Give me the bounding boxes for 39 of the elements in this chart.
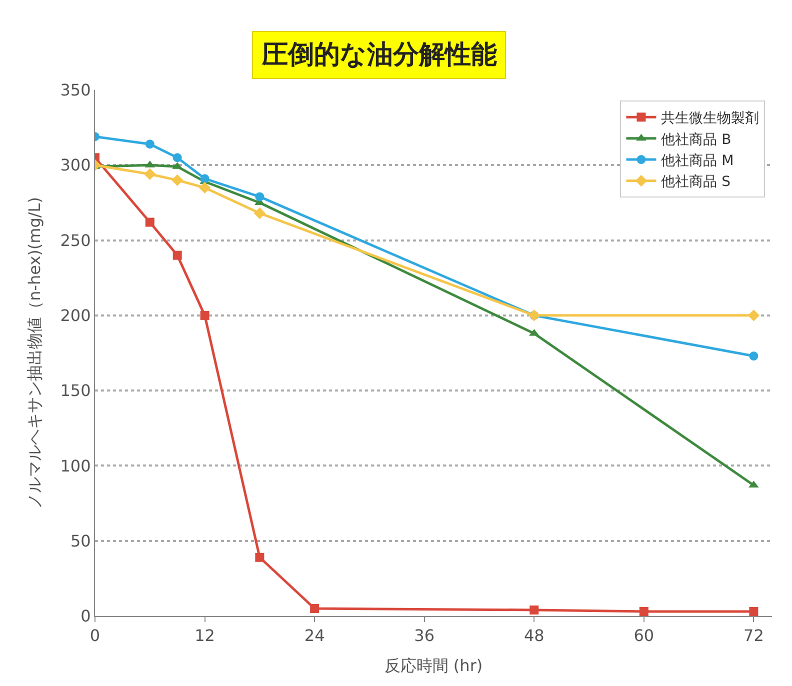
legend-label: 他社商品 S — [661, 174, 731, 190]
x-tick-label: 60 — [634, 626, 654, 646]
y-tick-label: 50 — [70, 531, 91, 550]
legend-label: 他社商品 B — [661, 132, 732, 148]
point — [639, 606, 648, 616]
point — [749, 606, 758, 616]
point — [198, 182, 211, 194]
legend-label: 他社商品 M — [661, 152, 734, 169]
y-tick-label: 150 — [60, 381, 91, 400]
point — [748, 310, 760, 322]
y-tick-label: 250 — [60, 230, 91, 250]
x-tick-label: 48 — [524, 626, 544, 646]
text: 圧倒的な油分解性能 — [261, 40, 497, 70]
point — [255, 552, 264, 562]
x-tick-label: 12 — [194, 626, 215, 646]
legend-label: 共生微生物製剤 — [661, 110, 760, 127]
point — [145, 140, 154, 149]
point — [200, 174, 210, 184]
point — [172, 153, 182, 162]
point — [310, 604, 320, 613]
x-axis-title: 反応時間 (hr) — [384, 656, 483, 675]
y-axis-title: ノルマルヘキサン抽出物値（n-hex)(mg/L) — [25, 197, 44, 509]
point — [530, 605, 539, 614]
y-tick-label: 300 — [60, 156, 91, 175]
y-tick-label: 100 — [60, 456, 91, 476]
point — [749, 352, 758, 361]
y-tick-label: 200 — [60, 306, 91, 326]
x-tick-label: 72 — [744, 626, 764, 646]
x-tick-label: 24 — [304, 626, 325, 646]
point — [172, 250, 182, 260]
point — [144, 168, 156, 180]
point — [254, 207, 266, 220]
y-tick-label: 0 — [80, 606, 91, 626]
x-tick-label: 36 — [414, 626, 435, 646]
y-tick-label: 350 — [60, 80, 91, 100]
point — [171, 174, 184, 186]
point — [200, 310, 210, 320]
point — [145, 218, 154, 227]
point — [255, 192, 264, 202]
